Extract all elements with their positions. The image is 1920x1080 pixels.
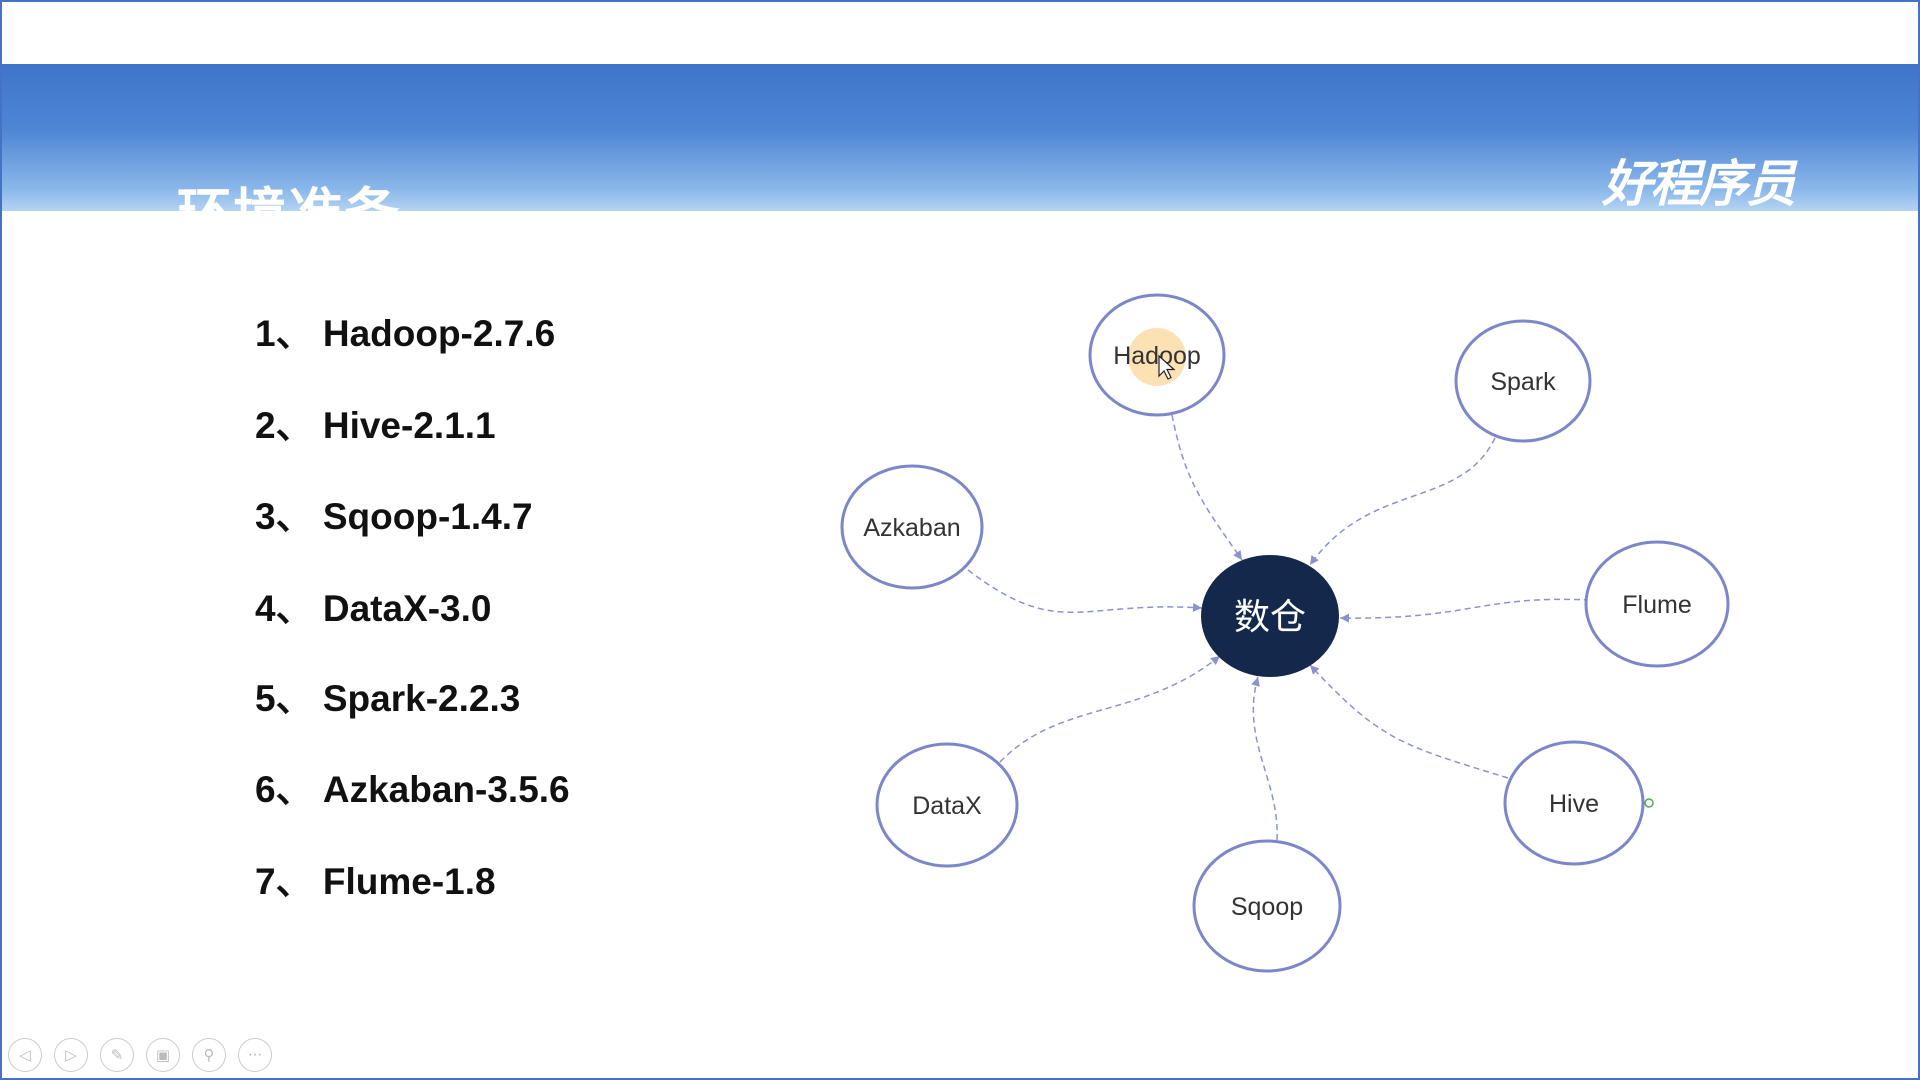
node-label: Flume bbox=[1622, 591, 1691, 619]
logo-slogan: 从平凡到卓越·为梦想而拼搏 bbox=[1622, 216, 1797, 229]
logo-site: GoodProgrammer.org bbox=[1702, 228, 1832, 241]
list-item: 1、 Hadoop-2.7.6 bbox=[255, 313, 556, 354]
list-item: 6、 Azkaban-3.5.6 bbox=[255, 769, 570, 810]
logo: 好程序员 从平凡到卓越·为梦想而拼搏 GoodProgrammer.org bbox=[1592, 155, 1832, 244]
edge-sqoop bbox=[1251, 676, 1278, 841]
center-label: 数仓 bbox=[1234, 597, 1306, 638]
previous-icon[interactable]: ◁ bbox=[8, 1038, 42, 1072]
node-label: DataX bbox=[912, 792, 982, 820]
cursor-icon bbox=[1158, 354, 1176, 380]
add-handle-icon bbox=[1644, 798, 1654, 808]
list-item: 2、 Hive-2.1.1 bbox=[255, 405, 496, 446]
cursor-highlight bbox=[1128, 328, 1186, 386]
edge-spark bbox=[1309, 437, 1496, 566]
edge-datax bbox=[999, 655, 1221, 763]
list-item: 5、 Spark-2.2.3 bbox=[255, 678, 521, 719]
node-sqoop bbox=[1192, 839, 1342, 973]
edge-flume bbox=[1339, 598, 1591, 623]
logo-name: 好程序员 bbox=[1602, 155, 1796, 213]
node-flume bbox=[1584, 540, 1730, 668]
center-node bbox=[1201, 555, 1339, 677]
node-label: Azkaban bbox=[863, 514, 960, 542]
edge-azkaban bbox=[967, 569, 1203, 613]
node-azkaban bbox=[840, 464, 984, 590]
node-datax bbox=[875, 742, 1019, 868]
edge-hive bbox=[1309, 664, 1509, 779]
list-item: 4、 DataX-3.0 bbox=[255, 588, 492, 629]
logo-site-bold: Programmer.org bbox=[1730, 228, 1833, 241]
node-label: Spark bbox=[1490, 368, 1556, 396]
list-item: 3、 Sqoop-1.4.7 bbox=[255, 496, 533, 537]
zoom-icon[interactable]: ⚲ bbox=[192, 1038, 226, 1072]
slideshow-toolbar: ◁ ▷ ✎ ▣ ⚲ ··· bbox=[8, 1038, 272, 1072]
node-label: Hive bbox=[1549, 790, 1599, 818]
pen-icon[interactable]: ✎ bbox=[100, 1038, 134, 1072]
node-label: Hadoop bbox=[1113, 342, 1201, 370]
edge-hadoop bbox=[1171, 414, 1243, 561]
list-item: 7、 Flume-1.8 bbox=[255, 861, 496, 902]
node-label: Sqoop bbox=[1231, 893, 1303, 921]
slide-header: 环境准备 好程序员 从平凡到卓越·为梦想而拼搏 GoodProgrammer.o… bbox=[2, 64, 1918, 245]
node-spark bbox=[1454, 319, 1592, 443]
logo-site-light: Good bbox=[1702, 228, 1731, 241]
slides-icon[interactable]: ▣ bbox=[146, 1038, 180, 1072]
slide-title: 环境准备 bbox=[177, 182, 401, 245]
next-icon[interactable]: ▷ bbox=[54, 1038, 88, 1072]
node-hive bbox=[1503, 740, 1645, 866]
more-icon[interactable]: ··· bbox=[238, 1038, 272, 1072]
